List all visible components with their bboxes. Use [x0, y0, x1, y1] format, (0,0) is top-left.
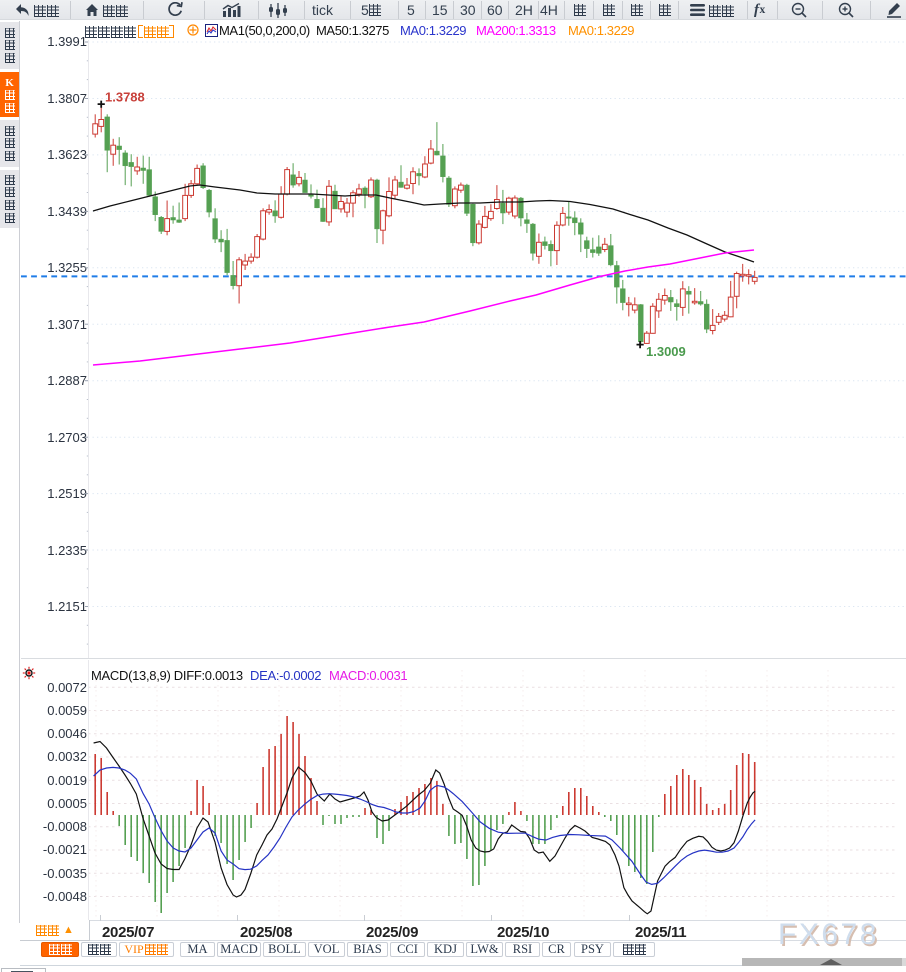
svg-text:1.3009: 1.3009 [646, 344, 686, 359]
svg-text:1.3788: 1.3788 [105, 90, 145, 105]
